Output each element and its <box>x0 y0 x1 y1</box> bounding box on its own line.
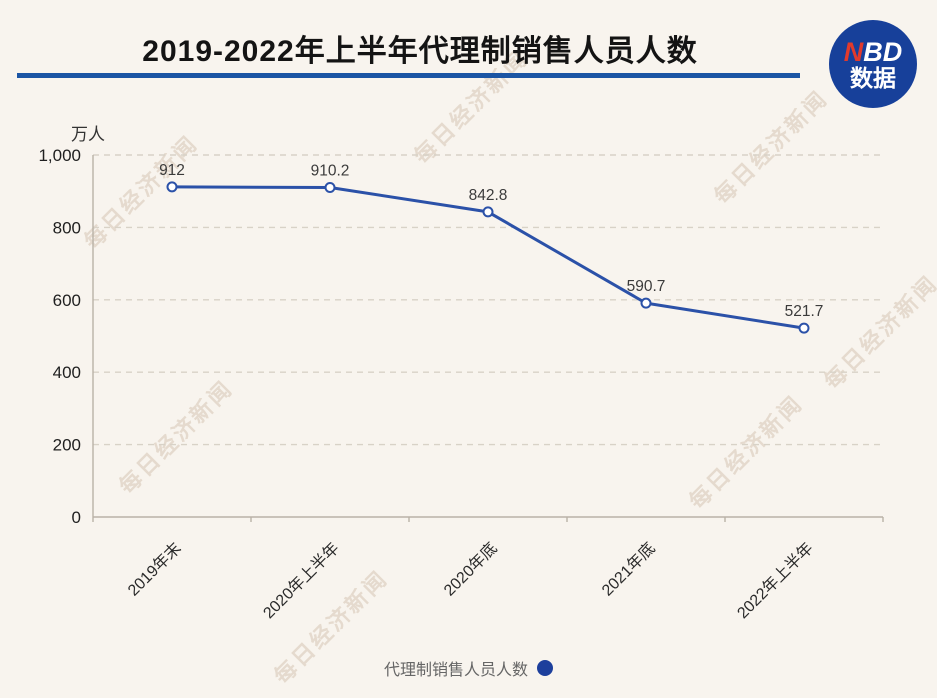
y-axis-tick-label: 800 <box>53 218 81 237</box>
x-axis-category-label: 2020年底 <box>440 539 501 600</box>
data-point-label: 590.7 <box>627 278 666 295</box>
x-axis-category-label: 2020年上半年 <box>260 539 343 622</box>
data-point-label: 842.8 <box>469 187 508 204</box>
data-point-label: 910.2 <box>311 163 350 180</box>
y-axis-unit-label: 万人 <box>71 125 105 144</box>
data-point-label: 521.7 <box>785 303 824 320</box>
legend-item[interactable]: 代理制销售人员人数 <box>0 656 937 680</box>
nbd-logo-text: NBD <box>844 38 903 66</box>
y-axis-tick-label: 200 <box>53 436 81 455</box>
y-axis-tick-label: 600 <box>53 291 81 310</box>
nbd-logo-subtitle: 数据 <box>850 65 896 92</box>
nbd-logo: NBD 数据 <box>829 20 917 108</box>
data-point[interactable] <box>640 297 652 309</box>
nbd-logo-n: N <box>843 36 864 67</box>
y-axis-tick-label: 400 <box>53 363 81 382</box>
data-point-label: 912 <box>159 162 185 179</box>
data-point[interactable] <box>482 206 494 218</box>
legend-dot <box>537 660 553 676</box>
x-axis-category-label: 2021年底 <box>598 539 659 600</box>
x-axis-category-label: 2022年上半年 <box>734 539 817 622</box>
y-axis-tick-label: 0 <box>72 508 81 527</box>
y-axis-tick-label: 1,000 <box>38 146 81 165</box>
nbd-logo-bd: BD <box>863 36 903 67</box>
title-underline <box>17 73 800 78</box>
data-point[interactable] <box>798 322 810 334</box>
data-point[interactable] <box>166 181 178 193</box>
data-point[interactable] <box>324 182 336 194</box>
x-axis-category-label: 2019年末 <box>124 539 185 600</box>
legend-label: 代理制销售人员人数 <box>383 662 528 679</box>
chart-title: 2019-2022年上半年代理制销售人员人数 <box>142 35 698 68</box>
